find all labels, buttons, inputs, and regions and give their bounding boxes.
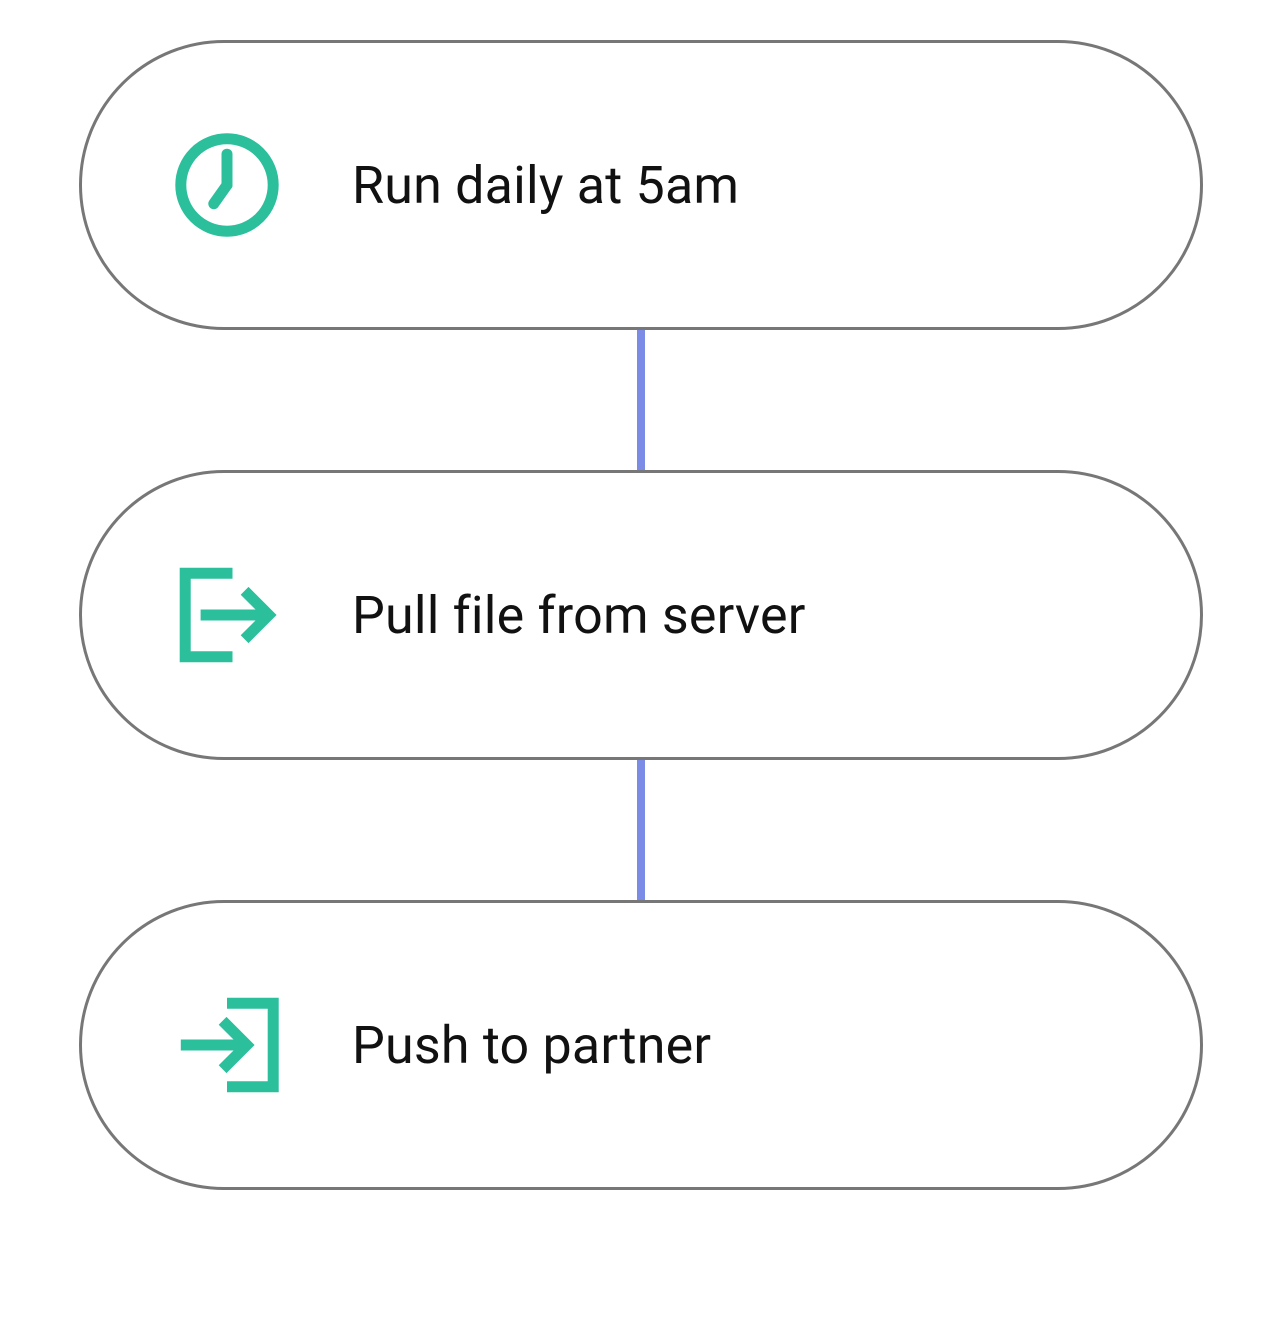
flow-node-label: Push to partner	[352, 1015, 711, 1076]
flow-node-pull: Pull file from server	[79, 470, 1203, 760]
flow-connector	[637, 330, 645, 470]
flowchart: Run daily at 5am Pull file from server P…	[0, 0, 1282, 1190]
flow-node-label: Run daily at 5am	[352, 155, 739, 216]
clock-icon	[172, 130, 282, 240]
arrow-in-icon	[172, 990, 282, 1100]
flow-node-schedule: Run daily at 5am	[79, 40, 1203, 330]
flow-node-push: Push to partner	[79, 900, 1203, 1190]
flow-connector	[637, 760, 645, 900]
flow-node-label: Pull file from server	[352, 585, 806, 646]
arrow-out-icon	[172, 560, 282, 670]
